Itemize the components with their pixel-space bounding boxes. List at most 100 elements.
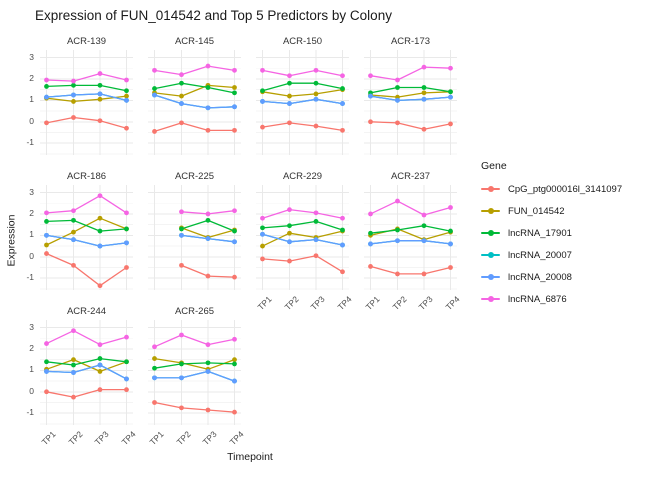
data-point-lncRNA_6876 (448, 205, 453, 210)
data-point-lncRNA_20008 (313, 96, 319, 102)
data-point-CpG_ptg000016l_3141097 (97, 118, 103, 124)
data-point-lncRNA_6876 (421, 64, 427, 70)
data-point-lncRNA_17901 (340, 86, 345, 91)
facet-label: ACR-186 (66, 171, 107, 182)
data-point-lncRNA_20008 (152, 92, 157, 98)
data-point-lncRNA_17901 (71, 217, 76, 223)
data-point-lncRNA_17901 (71, 362, 76, 368)
data-point-lncRNA_17901 (421, 85, 427, 90)
series-line-CpG_ptg000016l_3141097 (46, 388, 127, 398)
legend-key-dot (487, 296, 494, 302)
series-line-lncRNA_20008 (46, 93, 127, 102)
y-tick-label: 0 (29, 115, 34, 126)
data-point-lncRNA_17901 (205, 85, 211, 90)
series-line-FUN_014542 (154, 84, 235, 97)
legend-entry-label: lncRNA_20007 (508, 249, 572, 261)
data-point-lncRNA_6876 (395, 77, 400, 83)
data-point-lncRNA_17901 (287, 80, 292, 86)
data-point-lncRNA_20008 (260, 231, 265, 237)
data-point-lncRNA_20008 (260, 99, 265, 104)
data-point-lncRNA_6876 (97, 342, 103, 348)
series-line-lncRNA_6876 (262, 69, 343, 77)
data-point-lncRNA_17901 (44, 219, 49, 224)
data-point-lncRNA_17901 (205, 360, 211, 366)
data-point-lncRNA_17901 (260, 88, 265, 94)
y-tick-label: -1 (26, 137, 34, 148)
series-line-lncRNA_17901 (154, 82, 235, 94)
data-point-lncRNA_6876 (124, 210, 129, 216)
facet-label: ACR-229 (282, 171, 323, 182)
data-point-lncRNA_6876 (205, 342, 211, 348)
data-point-CpG_ptg000016l_3141097 (232, 274, 237, 280)
facet-panel-ACR-237 (364, 185, 457, 295)
facet-panel-ACR-225 (148, 185, 241, 295)
x-tick-label: TP1 (147, 429, 166, 448)
series-line-CpG_ptg000016l_3141097 (370, 121, 451, 130)
data-point-lncRNA_6876 (152, 67, 157, 73)
data-point-lncRNA_17901 (97, 82, 103, 88)
data-point-lncRNA_17901 (152, 86, 157, 91)
x-tick-label: TP2 (282, 294, 301, 313)
data-point-lncRNA_17901 (205, 217, 211, 223)
data-point-lncRNA_6876 (124, 334, 129, 340)
data-point-CpG_ptg000016l_3141097 (71, 394, 76, 400)
facet-panel-ACR-150 (256, 50, 349, 160)
data-point-CpG_ptg000016l_3141097 (260, 256, 265, 262)
data-point-lncRNA_17901 (124, 226, 129, 232)
series-line-lncRNA_6876 (262, 208, 343, 219)
data-point-CpG_ptg000016l_3141097 (287, 120, 292, 126)
series-line-lncRNA_6876 (46, 195, 127, 214)
data-point-lncRNA_20008 (71, 237, 76, 243)
data-point-CpG_ptg000016l_3141097 (97, 283, 103, 289)
series-line-lncRNA_17901 (370, 86, 451, 94)
data-point-CpG_ptg000016l_3141097 (124, 125, 129, 131)
x-tick-label: TP4 (119, 429, 138, 448)
y-tick-label: 1 (29, 94, 34, 105)
facet-panel-ACR-173 (364, 50, 457, 160)
series-line-CpG_ptg000016l_3141097 (46, 253, 127, 287)
data-point-CpG_ptg000016l_3141097 (260, 124, 265, 130)
legend-key-dot (487, 252, 494, 258)
legend-title: Gene (481, 160, 507, 172)
data-point-lncRNA_20008 (232, 378, 237, 384)
plot-title: Expression of FUN_014542 and Top 5 Predi… (35, 8, 392, 23)
data-point-lncRNA_20008 (152, 375, 157, 381)
y-tick-label: 3 (29, 51, 34, 62)
series-line-CpG_ptg000016l_3141097 (262, 255, 343, 273)
data-point-lncRNA_17901 (71, 82, 76, 88)
data-point-lncRNA_6876 (179, 332, 184, 338)
data-point-lncRNA_17901 (179, 361, 184, 367)
series-line-lncRNA_20008 (262, 233, 343, 246)
data-point-FUN_014542 (97, 96, 103, 102)
series-line-FUN_014542 (46, 358, 127, 373)
series-line-CpG_ptg000016l_3141097 (46, 116, 127, 129)
y-tick-label: 1 (29, 229, 34, 240)
series-line-lncRNA_20008 (46, 234, 127, 247)
facet-label: ACR-173 (390, 36, 431, 47)
data-point-CpG_ptg000016l_3141097 (179, 120, 184, 126)
facet-plot (40, 185, 133, 290)
series-line-lncRNA_17901 (370, 225, 451, 234)
data-point-lncRNA_20008 (448, 94, 453, 100)
facet-label: ACR-150 (282, 36, 323, 47)
series-line-CpG_ptg000016l_3141097 (370, 265, 451, 275)
legend-entry-lncRNA_20008: lncRNA_20008 (481, 271, 667, 283)
data-point-lncRNA_6876 (179, 72, 184, 78)
facet-plot (148, 185, 241, 290)
data-point-lncRNA_17901 (232, 90, 237, 96)
data-point-lncRNA_20008 (44, 94, 49, 100)
data-point-CpG_ptg000016l_3141097 (368, 119, 373, 125)
data-point-lncRNA_20008 (287, 101, 292, 106)
series-line-CpG_ptg000016l_3141097 (262, 122, 343, 132)
facet-label: ACR-244 (66, 306, 107, 317)
data-point-lncRNA_6876 (44, 210, 49, 216)
data-point-CpG_ptg000016l_3141097 (97, 387, 103, 393)
data-point-lncRNA_20008 (340, 101, 345, 106)
data-point-lncRNA_17901 (44, 359, 49, 365)
data-point-lncRNA_6876 (71, 208, 76, 214)
x-tick-label: TP3 (308, 294, 328, 313)
facet-plot (256, 185, 349, 290)
data-point-CpG_ptg000016l_3141097 (313, 253, 319, 259)
data-point-FUN_014542 (152, 356, 157, 361)
